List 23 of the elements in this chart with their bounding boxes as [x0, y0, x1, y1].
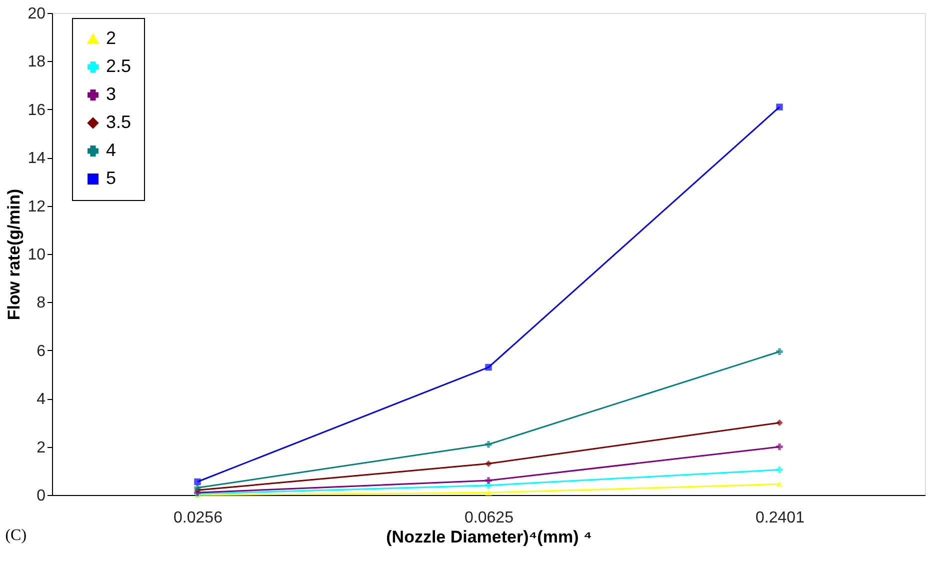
legend-label: 3.5: [106, 112, 132, 132]
x-tick-label: 0.0625: [464, 510, 514, 526]
y-tick-label: 6: [36, 342, 46, 360]
y-tick-label: 8: [36, 294, 46, 312]
legend-label: 2.5: [106, 56, 132, 76]
y-tick-label: 2: [36, 439, 46, 456]
y-tick-label: 10: [28, 246, 46, 264]
x-axis-title: (Nozzle Diameter)⁴(mm) ⁴: [386, 528, 592, 546]
y-tick-label: 14: [28, 150, 46, 168]
y-tick-label: 4: [36, 391, 46, 408]
y-tick-label: 16: [28, 102, 46, 119]
y-axis-title: Flow rate(g/min): [4, 188, 24, 320]
legend-label: 2: [106, 28, 116, 48]
text: (C): [5, 527, 27, 544]
y-tick-label: 0: [36, 488, 46, 504]
y-tick-label: 20: [28, 6, 46, 22]
x-tick-label: 0.2401: [756, 510, 805, 526]
y-tick-label: 12: [28, 198, 46, 216]
legend-label: 3: [106, 84, 116, 104]
legend-label: 5: [106, 168, 116, 188]
x-tick-label: 0.0256: [174, 510, 223, 526]
y-tick-label: 18: [28, 54, 46, 71]
legend-label: 4: [106, 140, 116, 160]
